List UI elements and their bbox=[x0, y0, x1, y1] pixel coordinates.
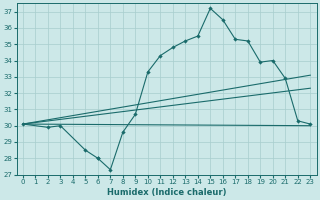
X-axis label: Humidex (Indice chaleur): Humidex (Indice chaleur) bbox=[107, 188, 226, 197]
